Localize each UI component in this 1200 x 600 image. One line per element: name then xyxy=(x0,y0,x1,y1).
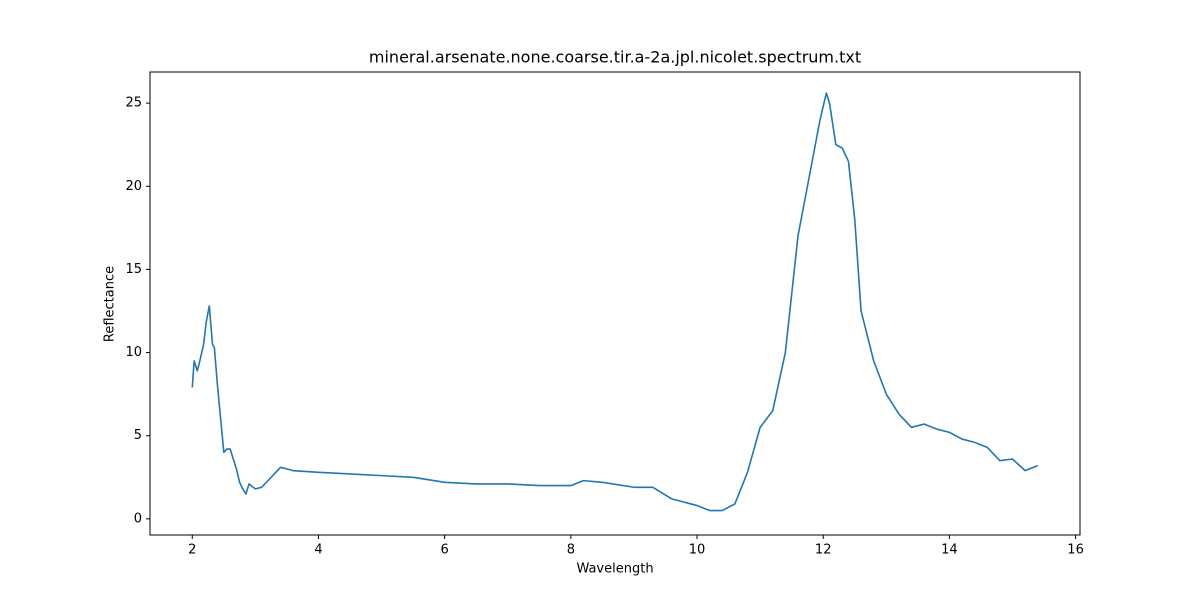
x-tick-label: 16 xyxy=(1067,543,1084,558)
x-tick-label: 8 xyxy=(567,543,575,558)
chart-title: mineral.arsenate.none.coarse.tir.a-2a.jp… xyxy=(369,48,861,67)
y-tick-label: 0 xyxy=(134,511,142,526)
y-axis-label: Reflectance xyxy=(103,266,118,342)
x-axis-label: Wavelength xyxy=(576,562,653,577)
y-tick-label: 20 xyxy=(125,179,142,194)
y-tick-label: 10 xyxy=(125,345,142,360)
x-tick-label: 10 xyxy=(689,543,706,558)
x-tick-label: 14 xyxy=(941,543,958,558)
y-tick-label: 15 xyxy=(125,262,142,277)
x-tick-label: 12 xyxy=(815,543,832,558)
y-tick-label: 5 xyxy=(134,428,142,443)
x-tick-label: 4 xyxy=(314,543,322,558)
x-tick-label: 2 xyxy=(188,543,196,558)
y-tick-label: 25 xyxy=(125,96,142,111)
line-series xyxy=(191,92,1039,512)
plot-frame xyxy=(149,71,1081,536)
x-tick-label: 6 xyxy=(441,543,449,558)
